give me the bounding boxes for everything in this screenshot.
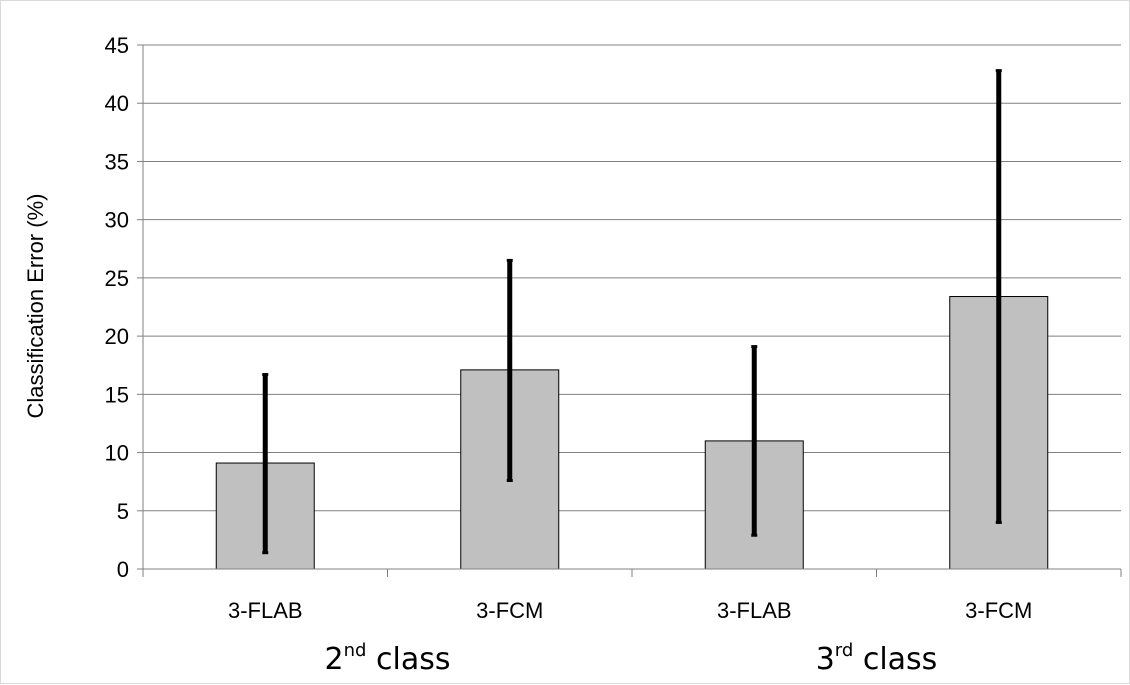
y-tick-label: 5 [117,499,129,524]
y-axis-label: Classification Error (%) [23,194,48,419]
group-label-text: class [853,642,937,677]
bars [215,296,1049,570]
y-tick-labels: 0 5 10 15 20 25 30 35 40 45 [105,33,129,582]
group-label: 3rd class [816,640,938,677]
category-labels: 3-FLAB 3-FCM 3-FLAB 3-FCM [228,598,1032,623]
y-tick-label: 30 [105,208,129,233]
y-tick-label: 10 [105,441,129,466]
y-tick-label: 20 [105,324,129,349]
group-label-number: 3 [816,642,835,677]
error-bars [262,69,1002,555]
group-label-number: 2 [325,642,344,677]
category-label: 3-FCM [476,598,543,623]
category-label: 3-FCM [965,598,1032,623]
grid-lines [143,44,1121,512]
category-label: 3-FLAB [717,598,792,623]
y-tick-label: 25 [105,266,129,291]
group-label-text: class [366,642,450,677]
group-label-ordinal: rd [835,640,854,661]
y-tick-label: 0 [117,557,129,582]
y-tick-label: 45 [105,33,129,58]
y-tick-label: 35 [105,149,129,174]
y-tick-label: 40 [105,91,129,116]
y-tick-label: 15 [105,382,129,407]
group-labels: 2nd class 3rd class [325,640,938,677]
category-label: 3-FLAB [228,598,303,623]
axes [137,44,1122,577]
group-label: 2nd class [325,640,451,677]
group-label-ordinal: nd [344,640,367,661]
